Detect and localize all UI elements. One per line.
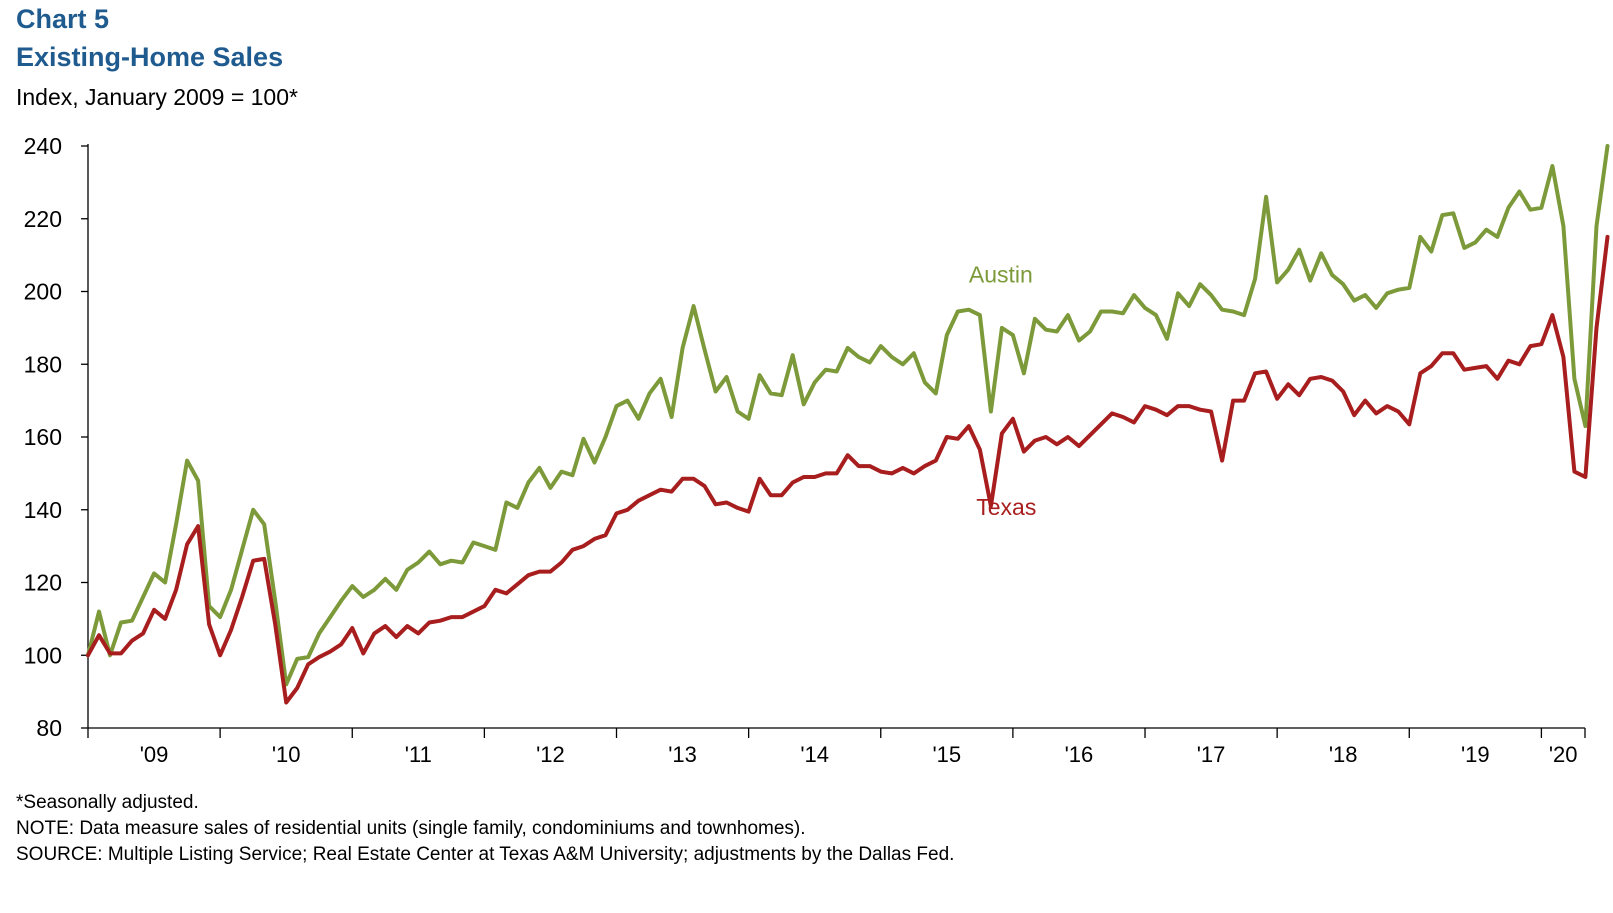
y-tick-label: 240 [24, 133, 62, 159]
footnote-seasonal: *Seasonally adjusted. [16, 792, 199, 813]
x-tick-label: '10 [272, 742, 301, 767]
x-tick-label: '19 [1461, 742, 1490, 767]
y-tick-label: 220 [24, 206, 62, 232]
series-line-texas [86, 234, 1610, 705]
x-tick-label: '14 [800, 742, 829, 767]
y-tick-label: 100 [24, 642, 62, 668]
series-label-austin: Austin [969, 261, 1033, 287]
x-tick-label: '15 [932, 742, 961, 767]
y-tick-label: 80 [36, 715, 62, 741]
x-tick-label: '17 [1197, 742, 1226, 767]
x-tick-label: '20 [1549, 742, 1578, 767]
chart-number-label: Chart 5 [16, 4, 110, 34]
y-tick-label: 120 [24, 570, 62, 596]
chart-title: Existing-Home Sales [16, 42, 284, 72]
y-tick-label: 140 [24, 497, 62, 523]
footnote-source: SOURCE: Multiple Listing Service; Real E… [16, 844, 955, 865]
x-tick-label: '12 [536, 742, 565, 767]
chart-subtitle: Index, January 2009 = 100* [16, 84, 298, 110]
y-tick-label: 160 [24, 424, 62, 450]
series-line-austin [86, 144, 1610, 687]
line-chart: 80 100 120 140 160 180 200 220 240 '09 '10 '11 '12 '1… [24, 133, 1610, 767]
x-tick-label: '11 [405, 742, 432, 767]
footnotes: *Seasonally adjusted. NOTE: Data measure… [16, 790, 954, 868]
y-tick-label: 200 [24, 279, 62, 305]
x-tick-label: '09 [140, 742, 169, 767]
x-tick-label: '13 [668, 742, 697, 767]
x-tick-label: '16 [1065, 742, 1094, 767]
series-label-texas: Texas [976, 494, 1036, 520]
x-tick-label: '18 [1329, 742, 1358, 767]
footnote-note: NOTE: Data measure sales of residential … [16, 818, 806, 839]
y-tick-label: 180 [24, 351, 62, 377]
